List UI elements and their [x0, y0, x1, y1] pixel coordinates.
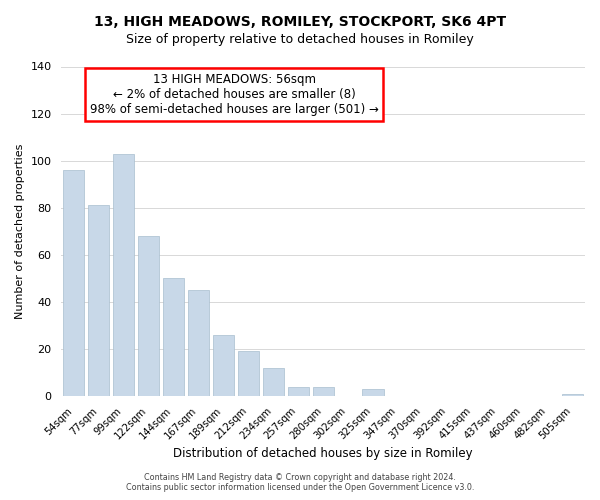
Text: 13 HIGH MEADOWS: 56sqm
← 2% of detached houses are smaller (8)
98% of semi-detac: 13 HIGH MEADOWS: 56sqm ← 2% of detached … — [90, 73, 379, 116]
Bar — [238, 352, 259, 396]
Text: Size of property relative to detached houses in Romiley: Size of property relative to detached ho… — [126, 32, 474, 46]
Bar — [213, 335, 234, 396]
Bar — [287, 386, 309, 396]
X-axis label: Distribution of detached houses by size in Romiley: Distribution of detached houses by size … — [173, 447, 473, 460]
Bar — [313, 386, 334, 396]
Bar — [138, 236, 159, 396]
Bar — [63, 170, 85, 396]
Text: Contains HM Land Registry data © Crown copyright and database right 2024.
Contai: Contains HM Land Registry data © Crown c… — [126, 473, 474, 492]
Text: 13, HIGH MEADOWS, ROMILEY, STOCKPORT, SK6 4PT: 13, HIGH MEADOWS, ROMILEY, STOCKPORT, SK… — [94, 15, 506, 29]
Y-axis label: Number of detached properties: Number of detached properties — [15, 144, 25, 319]
Bar — [88, 206, 109, 396]
Bar — [263, 368, 284, 396]
Bar — [188, 290, 209, 396]
Bar — [163, 278, 184, 396]
Bar — [113, 154, 134, 396]
Bar — [362, 389, 383, 396]
Bar — [562, 394, 583, 396]
